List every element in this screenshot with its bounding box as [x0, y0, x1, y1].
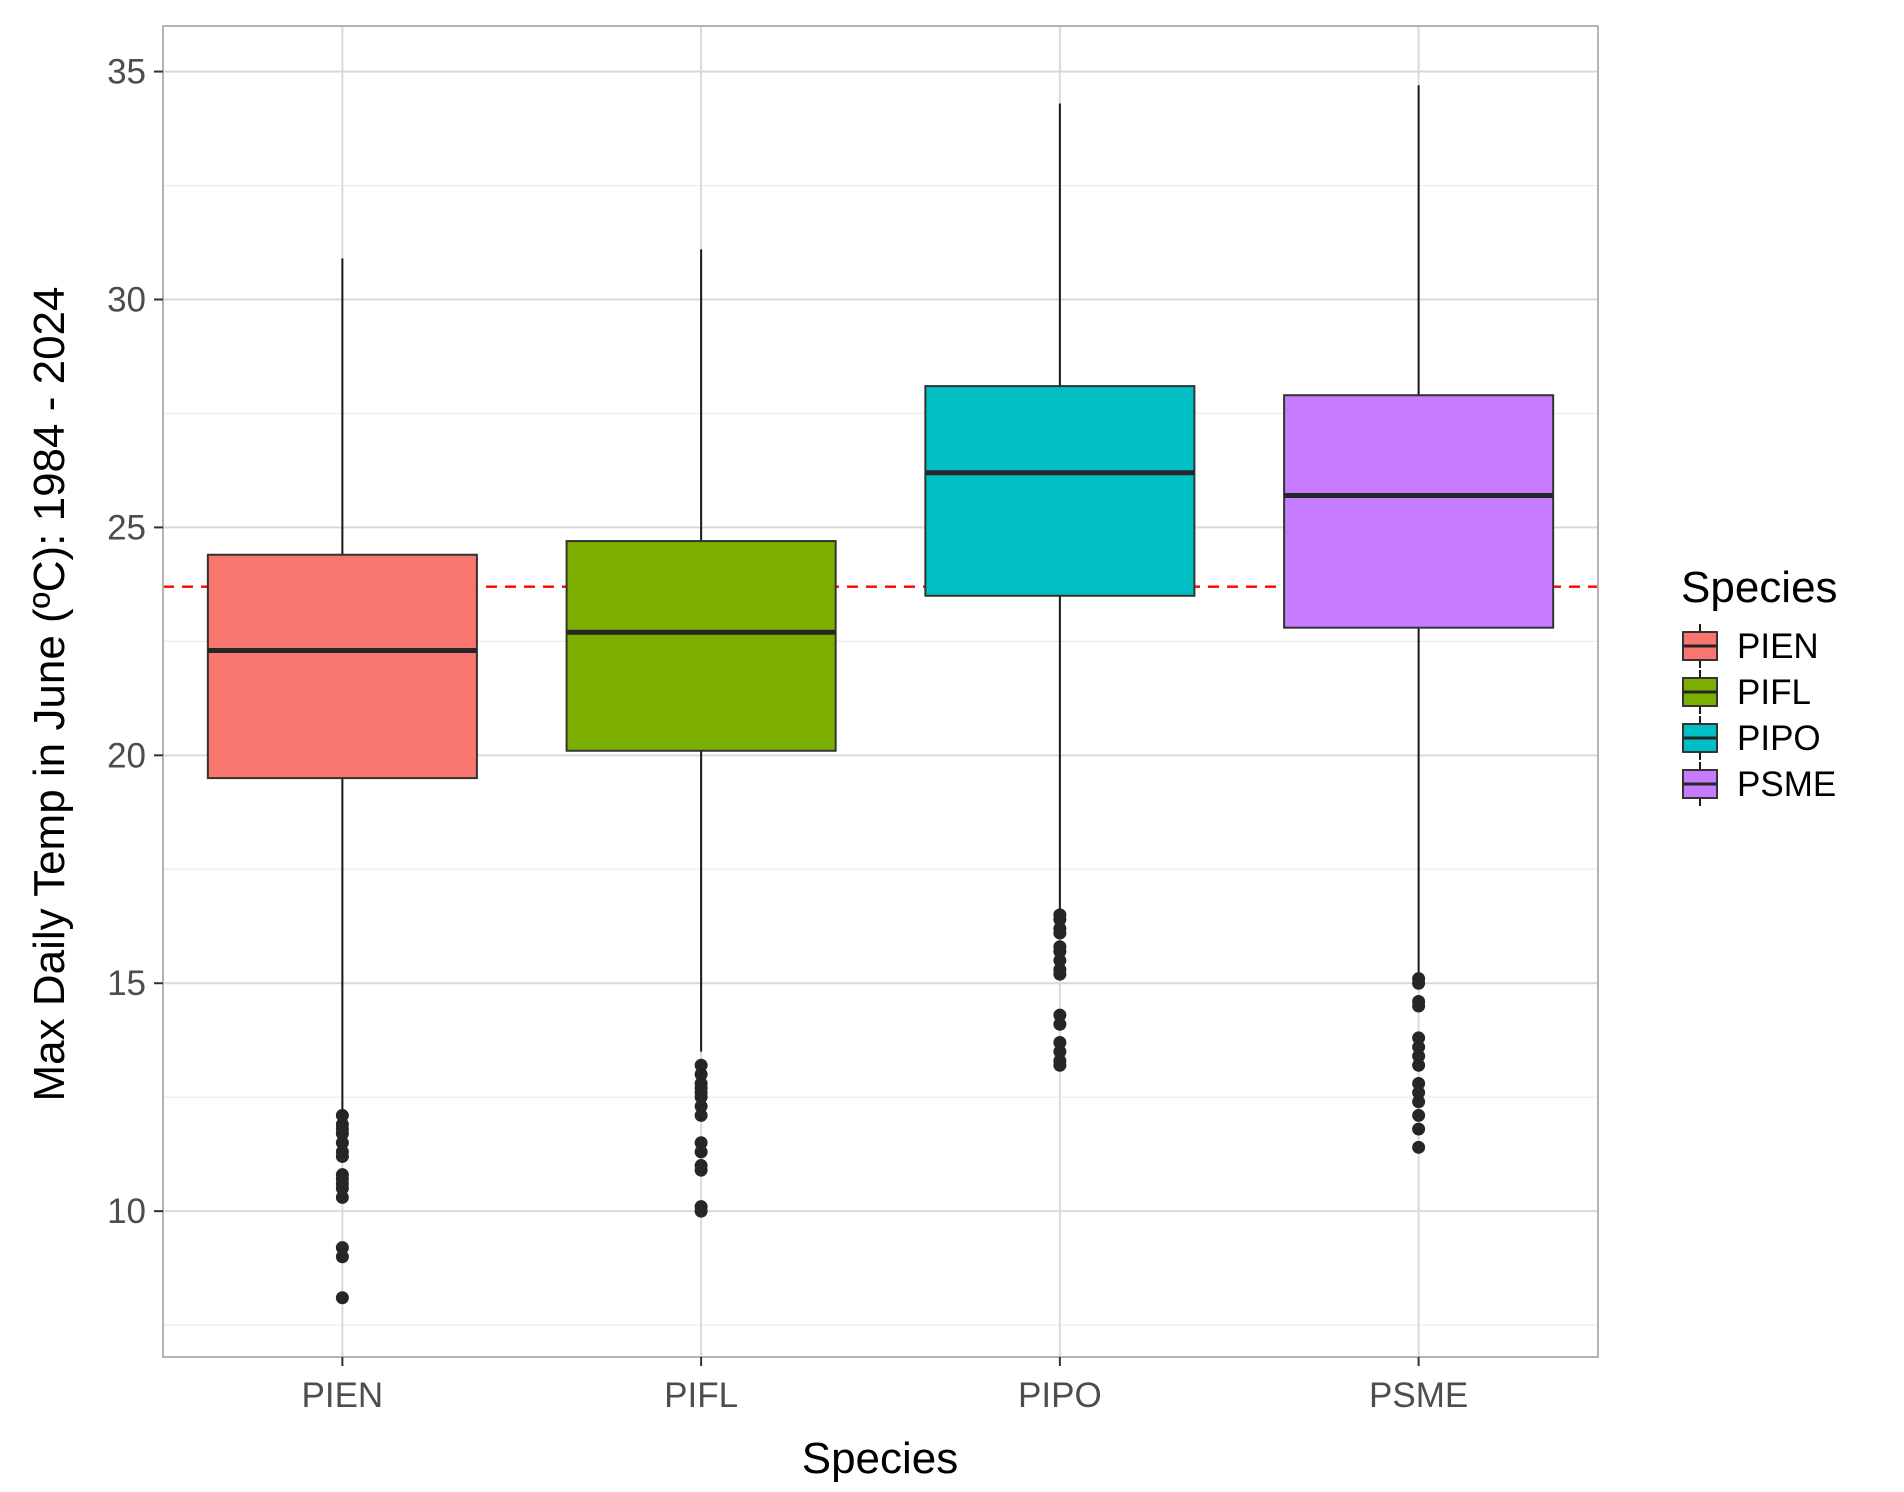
outlier-point: [1412, 1140, 1426, 1154]
outlier-point: [1053, 953, 1067, 967]
box-psme: [1283, 85, 1555, 1154]
y-tick-label: 25: [107, 508, 146, 547]
box-iqr: [565, 540, 837, 752]
box-iqr: [206, 553, 478, 780]
outlier-point: [335, 1136, 349, 1150]
legend-item-psme: PSME: [1682, 762, 1836, 806]
legend-label: PSME: [1737, 765, 1836, 804]
y-tick-label: 35: [107, 53, 146, 92]
outlier-point: [1053, 1045, 1067, 1059]
legend-label: PIPO: [1737, 719, 1821, 758]
x-tick-layer: PIEN PIFL PIPO PSME: [302, 1357, 1468, 1415]
outlier-point: [1412, 1031, 1426, 1045]
outlier-point: [694, 1099, 708, 1113]
legend-item-pipo: PIPO: [1682, 716, 1821, 760]
outlier-point: [694, 1067, 708, 1081]
box-pipo: [924, 103, 1196, 1072]
legend-item-pien: PIEN: [1682, 624, 1819, 668]
outlier-point: [335, 1108, 349, 1122]
legend-title: Species: [1681, 563, 1838, 612]
outlier-point: [1053, 967, 1067, 981]
outlier-point: [694, 1145, 708, 1159]
outlier-point: [1412, 1058, 1426, 1072]
y-tick-layer: 10 15 20 25 30 35: [107, 53, 163, 1231]
outlier-point: [1053, 1035, 1067, 1049]
outlier-point: [1412, 1040, 1426, 1054]
y-axis-title: Max Daily Temp in June (ºC): 1984 - 2024: [25, 287, 74, 1102]
x-tick-label: PIPO: [1018, 1376, 1102, 1415]
outlier-point: [694, 1090, 708, 1104]
outlier-point: [1412, 1095, 1426, 1109]
outlier-point: [1412, 1122, 1426, 1136]
outlier-point: [335, 1291, 349, 1305]
plot-panel-border: [162, 25, 1599, 1358]
outlier-point: [335, 1250, 349, 1264]
outlier-point: [694, 1163, 708, 1177]
outlier-point: [1053, 926, 1067, 940]
outlier-point: [1412, 1077, 1426, 1091]
y-tick-label: 15: [107, 964, 146, 1003]
outlier-point: [335, 1190, 349, 1204]
x-tick-label: PIFL: [664, 1376, 738, 1415]
x-tick-label: PIEN: [302, 1376, 384, 1415]
outlier-point: [335, 1149, 349, 1163]
y-tick-label: 30: [107, 280, 146, 319]
outlier-point: [694, 1204, 708, 1218]
outlier-point: [694, 1058, 708, 1072]
outlier-point: [1053, 1058, 1067, 1072]
outlier-point: [1412, 1086, 1426, 1100]
x-tick-label: PSME: [1369, 1376, 1468, 1415]
box-pifl: [565, 249, 837, 1218]
outlier-point: [335, 1181, 349, 1195]
box-iqr: [924, 385, 1196, 597]
outlier-point: [1053, 944, 1067, 958]
legend-items: PIEN PIFL PIPO PSME: [1682, 624, 1836, 806]
outlier-point: [1053, 1008, 1067, 1022]
box-pien: [206, 258, 478, 1305]
x-axis-title: Species: [802, 1434, 959, 1483]
box-layer: [206, 85, 1555, 1305]
outlier-point: [1053, 912, 1067, 926]
outlier-point: [1412, 999, 1426, 1013]
legend-label: PIFL: [1737, 673, 1811, 712]
legend: Species PIEN PIFL PIPO PSME: [1681, 563, 1838, 806]
outlier-point: [1412, 1049, 1426, 1063]
y-tick-label: 20: [107, 736, 146, 775]
outlier-point: [1412, 976, 1426, 990]
outlier-point: [694, 1136, 708, 1150]
legend-label: PIEN: [1737, 627, 1819, 666]
outlier-point: [1053, 1017, 1067, 1031]
box-iqr: [1283, 394, 1555, 629]
outlier-point: [335, 1241, 349, 1255]
outlier-point: [1412, 1108, 1426, 1122]
y-tick-label: 10: [107, 1192, 146, 1231]
outlier-point: [694, 1108, 708, 1122]
legend-item-pifl: PIFL: [1682, 670, 1811, 714]
outlier-point: [335, 1127, 349, 1141]
